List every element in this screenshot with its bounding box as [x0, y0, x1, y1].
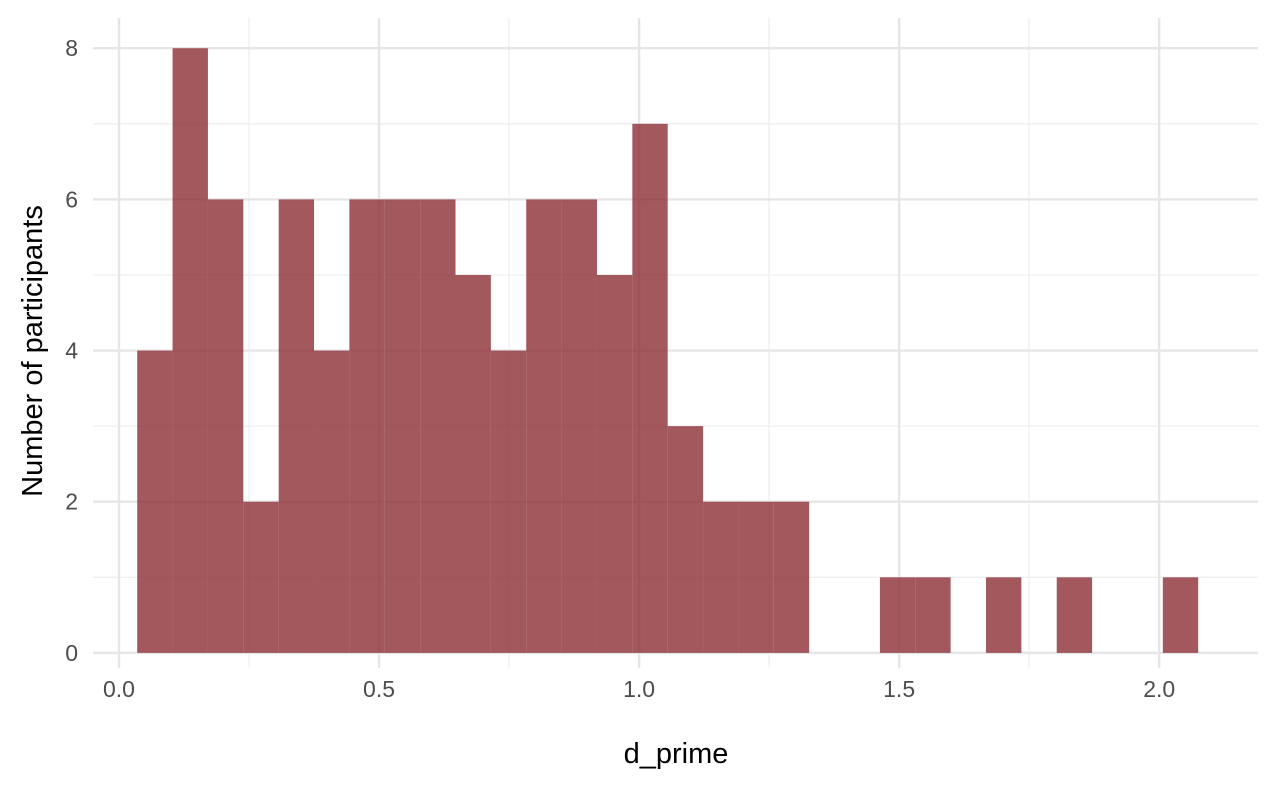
- histogram-bar: [773, 501, 810, 653]
- histogram-bar: [137, 350, 173, 653]
- histogram-bar: [596, 274, 633, 653]
- histogram-bar: [420, 199, 456, 653]
- histogram-bar: [703, 501, 739, 653]
- histogram-bars: [137, 48, 1199, 653]
- histogram-bar: [384, 199, 421, 653]
- histogram-bar: [632, 123, 668, 653]
- histogram-bar: [243, 501, 279, 653]
- x-tick-label: 0.0: [103, 676, 135, 702]
- x-tick-label: 0.5: [363, 676, 395, 702]
- histogram-bar: [490, 350, 527, 653]
- x-tick-label: 2.0: [1143, 676, 1175, 702]
- histogram-bar: [915, 577, 951, 653]
- y-tick-label: 2: [65, 489, 78, 515]
- y-axis-title: Number of participants: [17, 205, 49, 497]
- x-tick-label: 1.0: [623, 676, 655, 702]
- histogram-bar: [667, 426, 704, 653]
- histogram-bar: [278, 199, 315, 653]
- histogram-bar: [526, 199, 562, 653]
- x-axis-title: d_prime: [624, 738, 729, 770]
- histogram-bar: [1162, 577, 1199, 653]
- histogram-bar: [349, 199, 385, 653]
- x-axis-ticks: 0.0 0.5 1.0 1.5 2.0: [103, 676, 1175, 702]
- y-axis-ticks: 0 2 4 6 8: [65, 35, 78, 666]
- histogram-bar: [561, 199, 597, 653]
- histogram-bar: [738, 501, 774, 653]
- histogram-bar: [1056, 577, 1093, 653]
- y-tick-label: 8: [65, 35, 78, 61]
- histogram-bar: [985, 577, 1022, 653]
- y-tick-label: 6: [65, 186, 78, 212]
- x-tick-label: 1.5: [883, 676, 915, 702]
- histogram-bar: [314, 350, 350, 653]
- y-tick-label: 4: [65, 338, 78, 364]
- histogram-bar: [207, 199, 244, 653]
- histogram-bar: [455, 274, 491, 653]
- histogram-bar: [172, 48, 208, 653]
- histogram-bar: [879, 577, 916, 653]
- y-tick-label: 0: [65, 640, 78, 666]
